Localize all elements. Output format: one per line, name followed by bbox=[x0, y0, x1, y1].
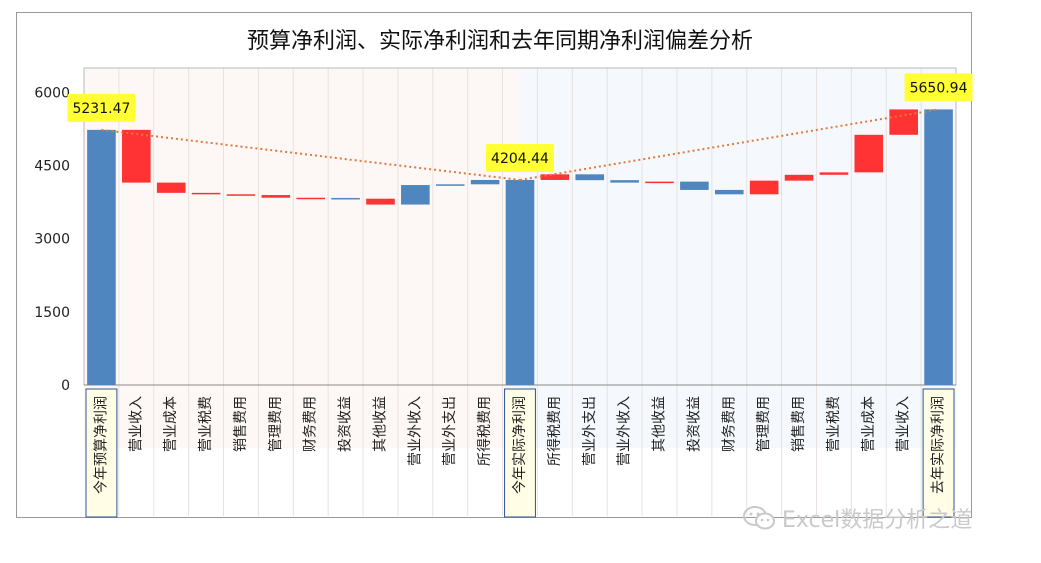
category-label: 营业收入 bbox=[128, 396, 144, 452]
bar-increase bbox=[714, 189, 744, 195]
y-tick-label: 3000 bbox=[34, 232, 70, 248]
category-label: 今年预算净利润 bbox=[93, 396, 109, 494]
bar-decrease bbox=[889, 109, 918, 135]
bar-decrease bbox=[540, 174, 570, 180]
watermark-text: Excel数据分析之道 bbox=[782, 508, 973, 533]
category-label: 去年实际净利润 bbox=[931, 396, 947, 494]
watermark: Excel数据分析之道 bbox=[742, 502, 972, 534]
category-label: 所得税费用 bbox=[546, 396, 563, 466]
bar-decrease bbox=[296, 197, 326, 200]
category-label: 营业成本 bbox=[163, 396, 179, 452]
bar-total bbox=[924, 109, 953, 385]
total-category-box bbox=[922, 388, 955, 518]
bar-total bbox=[87, 129, 116, 385]
y-tick-label: 0 bbox=[61, 378, 70, 394]
bar-decrease bbox=[156, 182, 186, 193]
category-label: 所得税费用 bbox=[476, 396, 493, 466]
bar-increase bbox=[331, 197, 360, 200]
category-label: 投资收益 bbox=[338, 396, 354, 452]
category-label: 管理费用 bbox=[268, 396, 284, 452]
bar-decrease bbox=[784, 174, 814, 181]
plot-band-left bbox=[84, 68, 520, 448]
bar-increase bbox=[470, 179, 500, 185]
category-label: 营业税费 bbox=[198, 396, 214, 452]
category-label: 财务费用 bbox=[721, 396, 737, 452]
bar-decrease bbox=[261, 195, 291, 198]
total-category-box bbox=[85, 388, 118, 518]
data-label: 5231.47 bbox=[72, 101, 130, 117]
category-label: 营业税费 bbox=[826, 396, 842, 452]
bar-increase bbox=[610, 180, 639, 183]
category-label: 销售费用 bbox=[791, 396, 807, 452]
category-label: 营业成本 bbox=[861, 396, 877, 452]
category-label: 投资收益 bbox=[686, 396, 702, 452]
bar-increase bbox=[435, 184, 465, 186]
category-label: 今年实际净利润 bbox=[512, 396, 528, 494]
category-label: 营业外支出 bbox=[442, 396, 458, 466]
data-label: 5650.94 bbox=[910, 80, 968, 96]
chart-title: 预算净利润、实际净利润和去年同期净利润偏差分析 bbox=[247, 29, 753, 54]
bar-increase bbox=[680, 181, 709, 190]
y-tick-label: 1500 bbox=[34, 305, 70, 321]
bar-decrease bbox=[645, 181, 674, 184]
trend-line bbox=[101, 128, 521, 181]
y-tick-label: 6000 bbox=[34, 85, 70, 101]
y-tick-label: 4500 bbox=[34, 159, 70, 175]
bar-decrease bbox=[226, 194, 256, 196]
data-label: 4204.44 bbox=[491, 151, 549, 167]
bar-total bbox=[505, 179, 535, 385]
category-label: 管理费用 bbox=[756, 396, 772, 452]
category-label: 其他收益 bbox=[372, 396, 388, 452]
bar-decrease bbox=[854, 134, 884, 173]
category-label: 营业收入 bbox=[896, 396, 912, 452]
bar-increase bbox=[575, 174, 605, 181]
bar-decrease bbox=[191, 192, 221, 195]
category-label: 其他收益 bbox=[652, 396, 668, 452]
category-label: 财务费用 bbox=[303, 396, 319, 452]
wechat-icon bbox=[743, 506, 775, 530]
category-label: 营业外收入 bbox=[617, 396, 633, 466]
trend-line bbox=[519, 108, 939, 181]
data-label-box bbox=[904, 73, 973, 102]
bar-decrease bbox=[819, 172, 849, 175]
data-label-box bbox=[67, 93, 136, 122]
bar-decrease bbox=[749, 180, 779, 195]
bar-increase bbox=[401, 185, 430, 205]
total-category-box bbox=[504, 388, 536, 518]
category-label: 营业外支出 bbox=[582, 396, 598, 466]
bar-decrease bbox=[122, 129, 151, 183]
data-label-box bbox=[486, 143, 554, 172]
category-label: 营业外收入 bbox=[407, 396, 423, 466]
category-label: 销售费用 bbox=[233, 396, 249, 452]
bar-decrease bbox=[366, 198, 395, 205]
